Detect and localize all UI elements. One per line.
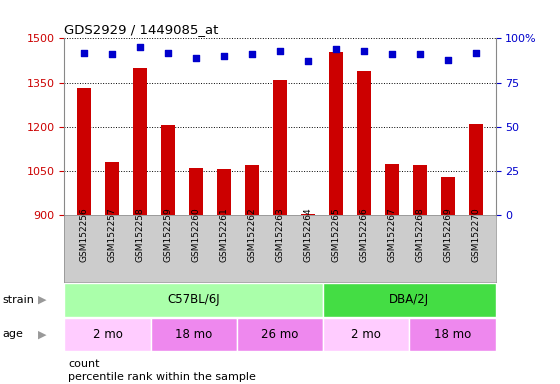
Text: percentile rank within the sample: percentile rank within the sample [68, 372, 256, 382]
Bar [441, 177, 455, 215]
Bar [469, 124, 483, 215]
Bar [64, 318, 151, 351]
Text: 2 mo: 2 mo [351, 328, 381, 341]
Bar [105, 162, 119, 215]
Text: count: count [68, 359, 100, 369]
Point [332, 46, 340, 52]
Bar [323, 318, 409, 351]
Point [276, 48, 284, 54]
Bar [217, 169, 231, 215]
Bar [133, 68, 147, 215]
Point [136, 44, 144, 50]
Point [360, 48, 368, 54]
Text: ▶: ▶ [38, 295, 46, 305]
Text: 18 mo: 18 mo [175, 328, 212, 341]
Bar [77, 88, 91, 215]
Bar [301, 214, 315, 215]
Bar [385, 164, 399, 215]
Text: 26 mo: 26 mo [262, 328, 298, 341]
Point [444, 56, 452, 63]
Point [388, 51, 396, 57]
Text: ▶: ▶ [38, 329, 46, 339]
Point [304, 58, 312, 65]
Bar [245, 165, 259, 215]
Bar [161, 125, 175, 215]
Bar [189, 168, 203, 215]
Text: 2 mo: 2 mo [92, 328, 123, 341]
Bar [237, 318, 323, 351]
Text: DBA/2J: DBA/2J [389, 293, 430, 306]
Text: age: age [3, 329, 24, 339]
Text: C57BL/6J: C57BL/6J [167, 293, 220, 306]
Point [80, 50, 88, 56]
Point [192, 55, 200, 61]
Point [164, 50, 172, 56]
Bar [323, 283, 496, 317]
Point [108, 51, 116, 57]
Bar [409, 318, 496, 351]
Bar [64, 283, 323, 317]
Text: GDS2929 / 1449085_at: GDS2929 / 1449085_at [64, 23, 219, 36]
Bar [273, 79, 287, 215]
Point [472, 50, 480, 56]
Point [248, 51, 256, 57]
Bar [413, 165, 427, 215]
Bar [357, 71, 371, 215]
Point [220, 53, 228, 59]
Bar [329, 51, 343, 215]
Bar [151, 318, 237, 351]
Point [416, 51, 424, 57]
Text: strain: strain [3, 295, 35, 305]
Text: 18 mo: 18 mo [434, 328, 471, 341]
